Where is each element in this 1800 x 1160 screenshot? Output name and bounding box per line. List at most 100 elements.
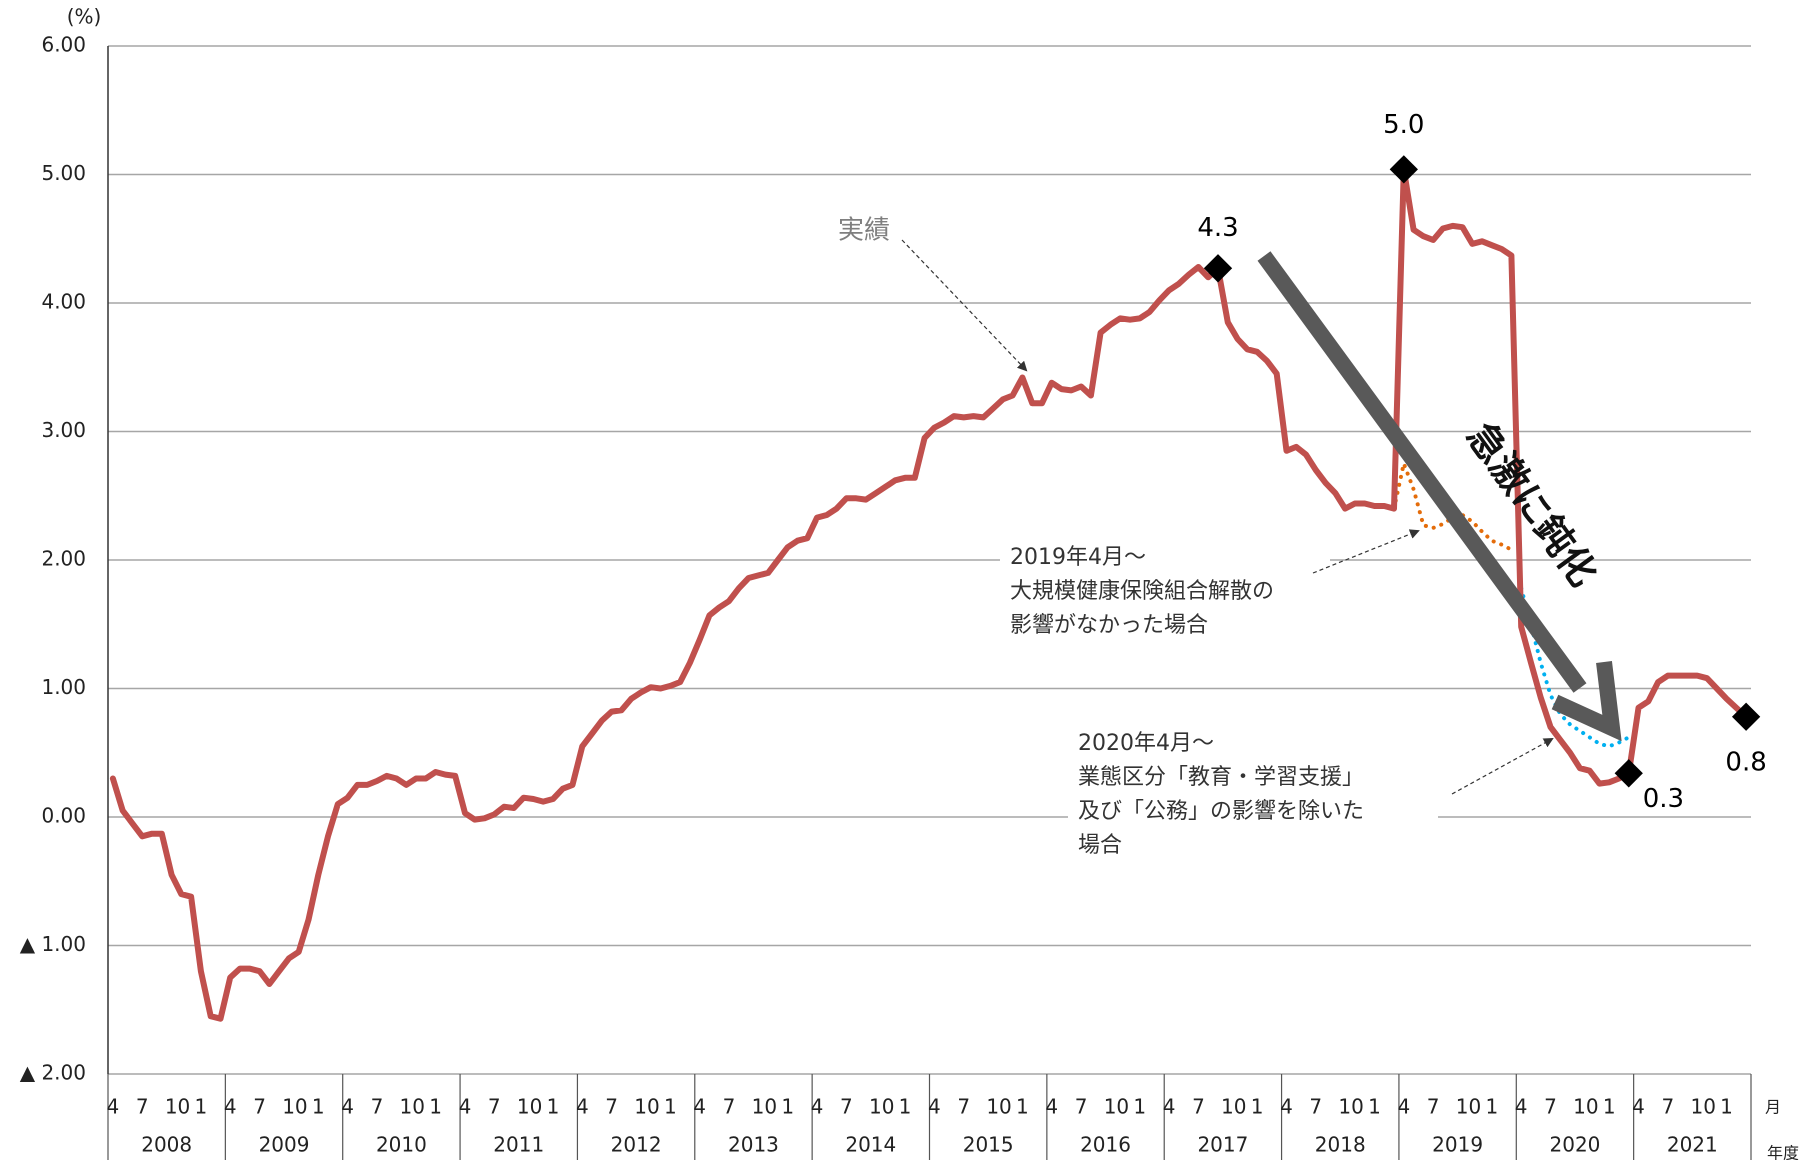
month-tick-label: 4 — [693, 1095, 706, 1119]
year-label: 2009 — [259, 1133, 310, 1157]
month-tick-label: 4 — [928, 1095, 941, 1119]
month-tick-label: 7 — [136, 1095, 149, 1119]
y-tick-label: 3.00 — [41, 418, 86, 442]
annotation: 2019年4月～ — [1010, 545, 1146, 570]
leader — [1312, 529, 1420, 574]
month-tick-label: 7 — [1427, 1095, 1440, 1119]
y-unit: (%) — [67, 5, 102, 29]
month-tick-label: 4 — [341, 1095, 354, 1119]
month-tick-label: 7 — [605, 1095, 618, 1119]
annotation: 大規模健康保険組合解散の — [1010, 579, 1274, 604]
annotation: 影響がなかった場合 — [1010, 613, 1208, 638]
marker — [1731, 702, 1761, 731]
month-tick-label: 1 — [1720, 1095, 1733, 1119]
month-tick-label: 7 — [253, 1095, 266, 1119]
y-tick-label: 1.00 — [41, 675, 86, 699]
month-tick-label: 10 — [752, 1095, 777, 1119]
annotation: 業態区分「教育・学習支援」 — [1078, 765, 1364, 790]
month-tick-label: 7 — [371, 1095, 384, 1119]
x-unit-year: 年度 — [1767, 1144, 1799, 1160]
year-label: 2015 — [963, 1133, 1014, 1157]
month-tick-label: 1 — [195, 1095, 208, 1119]
year-label: 2011 — [493, 1133, 544, 1157]
month-tick-label: 10 — [1221, 1095, 1246, 1119]
annotation: 2020年4月～ — [1078, 731, 1214, 756]
year-label: 2012 — [611, 1133, 662, 1157]
month-tick-label: 1 — [1251, 1095, 1264, 1119]
year-label: 2019 — [1432, 1133, 1483, 1157]
marker — [1614, 759, 1643, 788]
month-tick-label: 10 — [517, 1095, 542, 1119]
year-label: 2014 — [845, 1133, 896, 1157]
year-label: 2021 — [1667, 1133, 1718, 1157]
year-label: 2010 — [376, 1133, 427, 1157]
value-label: 0.3 — [1643, 784, 1684, 814]
month-tick-label: 7 — [1309, 1095, 1322, 1119]
month-tick-label: 10 — [634, 1095, 659, 1119]
marker — [1389, 155, 1418, 184]
annotation: 場合 — [1078, 833, 1122, 858]
month-tick-label: 10 — [1104, 1095, 1129, 1119]
annotation: 実績 — [838, 216, 890, 246]
year-label: 2008 — [141, 1133, 192, 1157]
month-tick-label: 10 — [986, 1095, 1011, 1119]
month-tick-label: 1 — [312, 1095, 325, 1119]
marker — [1203, 254, 1233, 283]
data-line — [109, 166, 1750, 1022]
month-tick-label: 10 — [400, 1095, 425, 1119]
month-tick-label: 7 — [1075, 1095, 1088, 1119]
y-tick-label: ▲ 1.00 — [20, 932, 86, 956]
month-tick-label: 4 — [1280, 1095, 1293, 1119]
value-label: 0.8 — [1725, 747, 1766, 777]
value-label: 5.0 — [1383, 110, 1424, 140]
month-tick-label: 4 — [576, 1095, 589, 1119]
annotation-bg — [1068, 724, 1438, 864]
month-tick-label: 4 — [459, 1095, 472, 1119]
month-tick-label: 7 — [1544, 1095, 1557, 1119]
month-tick-label: 4 — [811, 1095, 824, 1119]
month-tick-label: 7 — [957, 1095, 970, 1119]
month-tick-label: 1 — [781, 1095, 794, 1119]
year-label: 2017 — [1197, 1133, 1248, 1157]
month-tick-label: 1 — [547, 1095, 560, 1119]
month-tick-label: 4 — [224, 1095, 237, 1119]
month-tick-label: 10 — [1690, 1095, 1715, 1119]
month-tick-label: 1 — [664, 1095, 677, 1119]
leader — [901, 239, 1028, 372]
month-tick-label: 10 — [282, 1095, 307, 1119]
annotation: 及び「公務」の影響を除いた — [1078, 799, 1364, 824]
month-tick-label: 4 — [1515, 1095, 1528, 1119]
month-tick-label: 1 — [1485, 1095, 1498, 1119]
value-label: 4.3 — [1197, 213, 1238, 243]
month-tick-label: 4 — [1397, 1095, 1410, 1119]
scenario-line — [1519, 586, 1631, 749]
month-tick-label: 10 — [165, 1095, 190, 1119]
year-label: 2018 — [1315, 1133, 1366, 1157]
month-tick-label: 1 — [1603, 1095, 1616, 1119]
trend-arrow-head — [1551, 661, 1622, 742]
month-tick-label: 1 — [1016, 1095, 1029, 1119]
year-label: 2020 — [1550, 1133, 1601, 1157]
year-label: 2016 — [1080, 1133, 1131, 1157]
month-tick-label: 1 — [429, 1095, 442, 1119]
y-tick-label: 6.00 — [41, 33, 86, 57]
scenario-line — [1392, 461, 1514, 552]
month-tick-label: 7 — [1192, 1095, 1205, 1119]
y-tick-label: 5.00 — [41, 161, 86, 185]
month-tick-label: 4 — [1163, 1095, 1176, 1119]
month-tick-label: 7 — [1662, 1095, 1675, 1119]
month-tick-label: 1 — [1368, 1095, 1381, 1119]
month-tick-label: 4 — [1045, 1095, 1058, 1119]
leader — [1451, 738, 1554, 795]
month-tick-label: 1 — [899, 1095, 912, 1119]
month-tick-label: 7 — [488, 1095, 501, 1119]
year-label: 2013 — [728, 1133, 779, 1157]
annotation-bg — [1000, 538, 1330, 646]
trend-label: 急激に鈍化 — [1458, 415, 1605, 595]
y-tick-label: 4.00 — [41, 290, 86, 314]
month-tick-label: 1 — [1133, 1095, 1146, 1119]
month-tick-label: 10 — [869, 1095, 894, 1119]
month-tick-label: 10 — [1573, 1095, 1598, 1119]
